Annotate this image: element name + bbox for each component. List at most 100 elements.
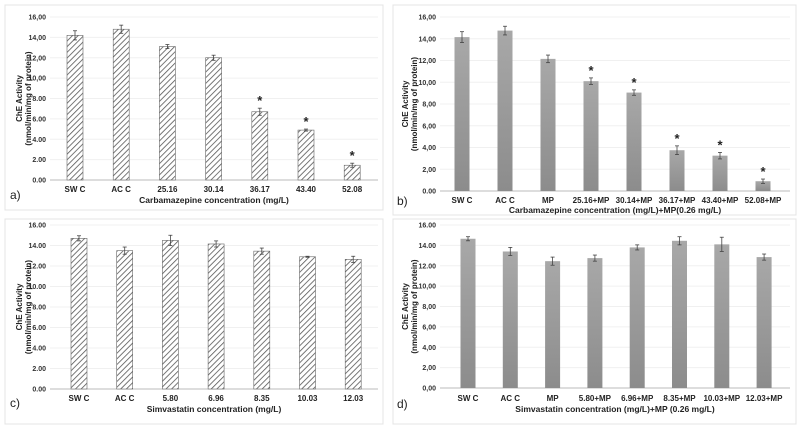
x-tick-label: 25.16 [157, 185, 178, 194]
y-tick-label: 4,00 [422, 145, 436, 152]
y-tick-label: 0.00 [32, 178, 46, 185]
y-tick-label: 16,00 [28, 15, 46, 22]
panel-label: a) [10, 188, 21, 202]
x-tick-label: SW C [458, 394, 479, 403]
y-tick-label: 4.00 [32, 346, 46, 353]
y-tick-label: 6,00 [422, 123, 436, 130]
y-axis-unit: (nmol/min/mg of protein) [410, 57, 419, 152]
y-axis-unit: (nmol/min/mg of protein) [24, 51, 33, 146]
y-tick-label: 12.00 [418, 263, 436, 270]
bar-25-16 [159, 46, 176, 181]
bar-25-16-mp [583, 81, 599, 191]
x-tick-label: 43.40+MP [702, 196, 739, 205]
y-axis-title: ChE Activity [401, 80, 410, 127]
x-tick-label: MP [542, 196, 555, 205]
bar-43-40 [297, 129, 315, 181]
y-tick-label: 4.00 [32, 137, 46, 144]
x-axis-title: Simvastatin concentration (mg/L) [147, 404, 282, 414]
x-axis-title: Carbamazepine concentration (mg/L)+MP(0.… [509, 205, 721, 215]
x-tick-label: 12.03+MP [746, 394, 783, 403]
x-tick-label: 10.03+MP [703, 394, 740, 403]
y-tick-label: 14,00 [28, 35, 46, 42]
chart-panel-c: 0.00 2.00 4.00 6.00 8.00 10.00 12.00 14.00 16.00… [4, 218, 384, 425]
bar-5-80-mp [587, 258, 603, 388]
y-axis-title: ChE Activity [15, 283, 24, 330]
bar-sw-c [460, 238, 476, 388]
x-tick-label: AC C [495, 196, 515, 205]
chart-panel-d: 0,00 2,00 4,00 6,00 8,00 10,00 12.00 14.00 16.00… [392, 218, 797, 425]
y-tick-label: 0.00 [32, 387, 46, 394]
bar-6-96-mp [629, 247, 645, 388]
y-axis-unit: (nmol/min/mg of protein) [24, 260, 33, 355]
y-tick-label: 2.00 [32, 366, 46, 373]
bar-10-03-mp [714, 244, 730, 388]
y-tick-label: 8.00 [32, 305, 46, 312]
y-tick-label: 6,00 [422, 324, 436, 331]
bar-10-03 [299, 256, 316, 390]
x-tick-label: 10.03 [297, 394, 318, 403]
bar-mp [540, 58, 556, 192]
bar-43-40-mp [712, 155, 728, 191]
x-tick-label: 8.35 [254, 394, 270, 403]
x-tick-label: AC C [115, 394, 135, 403]
x-tick-label: AC C [501, 394, 521, 403]
bar-52-08-mp [755, 181, 771, 191]
x-tick-label: AC C [111, 185, 131, 194]
x-tick-label: 12.03 [343, 394, 364, 403]
y-tick-label: 14,00 [418, 36, 436, 43]
significance-asterisk: * [350, 148, 356, 163]
x-tick-label: 52.08+MP [745, 196, 782, 205]
bar-sw-c [66, 35, 84, 181]
x-tick-label: 36.17 [250, 185, 271, 194]
bar-6-96 [207, 243, 225, 390]
x-tick-label: 43.40 [296, 185, 317, 194]
significance-asterisk: * [588, 63, 594, 78]
bar-8-35-mp [672, 240, 687, 388]
panel-frame [4, 4, 384, 211]
y-tick-label: 14.00 [28, 243, 46, 250]
y-tick-label: 16.00 [28, 223, 46, 230]
y-axis-unit: (nmol/min/mg of protein) [410, 259, 419, 354]
y-axis-title: ChE Activity [401, 283, 410, 330]
bar-36-17-mp [669, 150, 685, 191]
bar-ac-c [116, 250, 133, 390]
chart-panel-a: 0.00 2.00 4.00 6.00 8.00 10,00 12,00 14,00 16,00… [4, 4, 384, 211]
y-tick-label: 0,00 [422, 386, 436, 393]
significance-asterisk: * [303, 114, 309, 129]
bar-36-17 [251, 111, 269, 181]
x-tick-label: 6.96+MP [621, 394, 654, 403]
x-tick-label: 30.14+MP [616, 196, 653, 205]
y-tick-label: 4,00 [422, 345, 436, 352]
x-axis-title: Carbamazepine concentration (mg/L) [139, 195, 289, 205]
y-tick-label: 12.00 [28, 264, 46, 271]
y-tick-label: 2,00 [422, 365, 436, 372]
y-tick-label: 6.00 [32, 116, 46, 123]
y-tick-label: 14.00 [418, 243, 436, 250]
significance-asterisk: * [717, 137, 723, 152]
bar-8-35 [253, 250, 271, 390]
panel-frame [4, 218, 384, 425]
panel-label: d) [397, 397, 408, 411]
y-tick-label: 2.00 [32, 157, 46, 164]
significance-asterisk: * [631, 75, 637, 90]
y-tick-label: 16,00 [418, 15, 436, 22]
x-tick-label: MP [547, 394, 560, 403]
x-tick-label: 5.80 [163, 394, 179, 403]
significance-asterisk: * [674, 131, 680, 146]
bar-mp [545, 261, 561, 388]
x-tick-label: 30.14 [204, 185, 225, 194]
bar-sw-c [454, 37, 470, 192]
y-tick-label: 12,00 [418, 58, 436, 65]
bar-ac-c [497, 30, 513, 191]
bar-ac-c [112, 28, 130, 181]
bar-12-03 [344, 259, 362, 390]
x-tick-label: SW C [69, 394, 90, 403]
x-tick-label: 25.16+MP [573, 196, 610, 205]
bar-sw-c [70, 238, 88, 390]
bar-30-14-mp [626, 92, 642, 191]
y-tick-label: 10,00 [418, 80, 436, 87]
bar-12-03-mp [756, 257, 772, 388]
x-tick-label: 52.08 [342, 185, 363, 194]
y-tick-label: 10,00 [28, 76, 46, 83]
